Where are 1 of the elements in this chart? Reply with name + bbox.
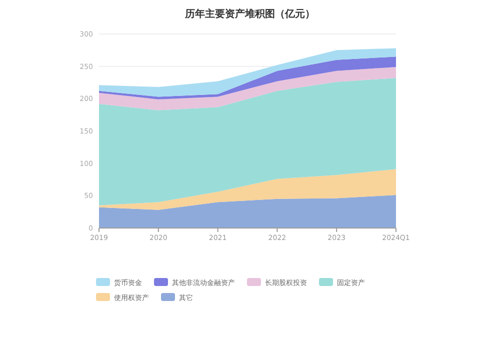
chart-title: 历年主要资产堆积图（亿元） — [184, 8, 315, 20]
